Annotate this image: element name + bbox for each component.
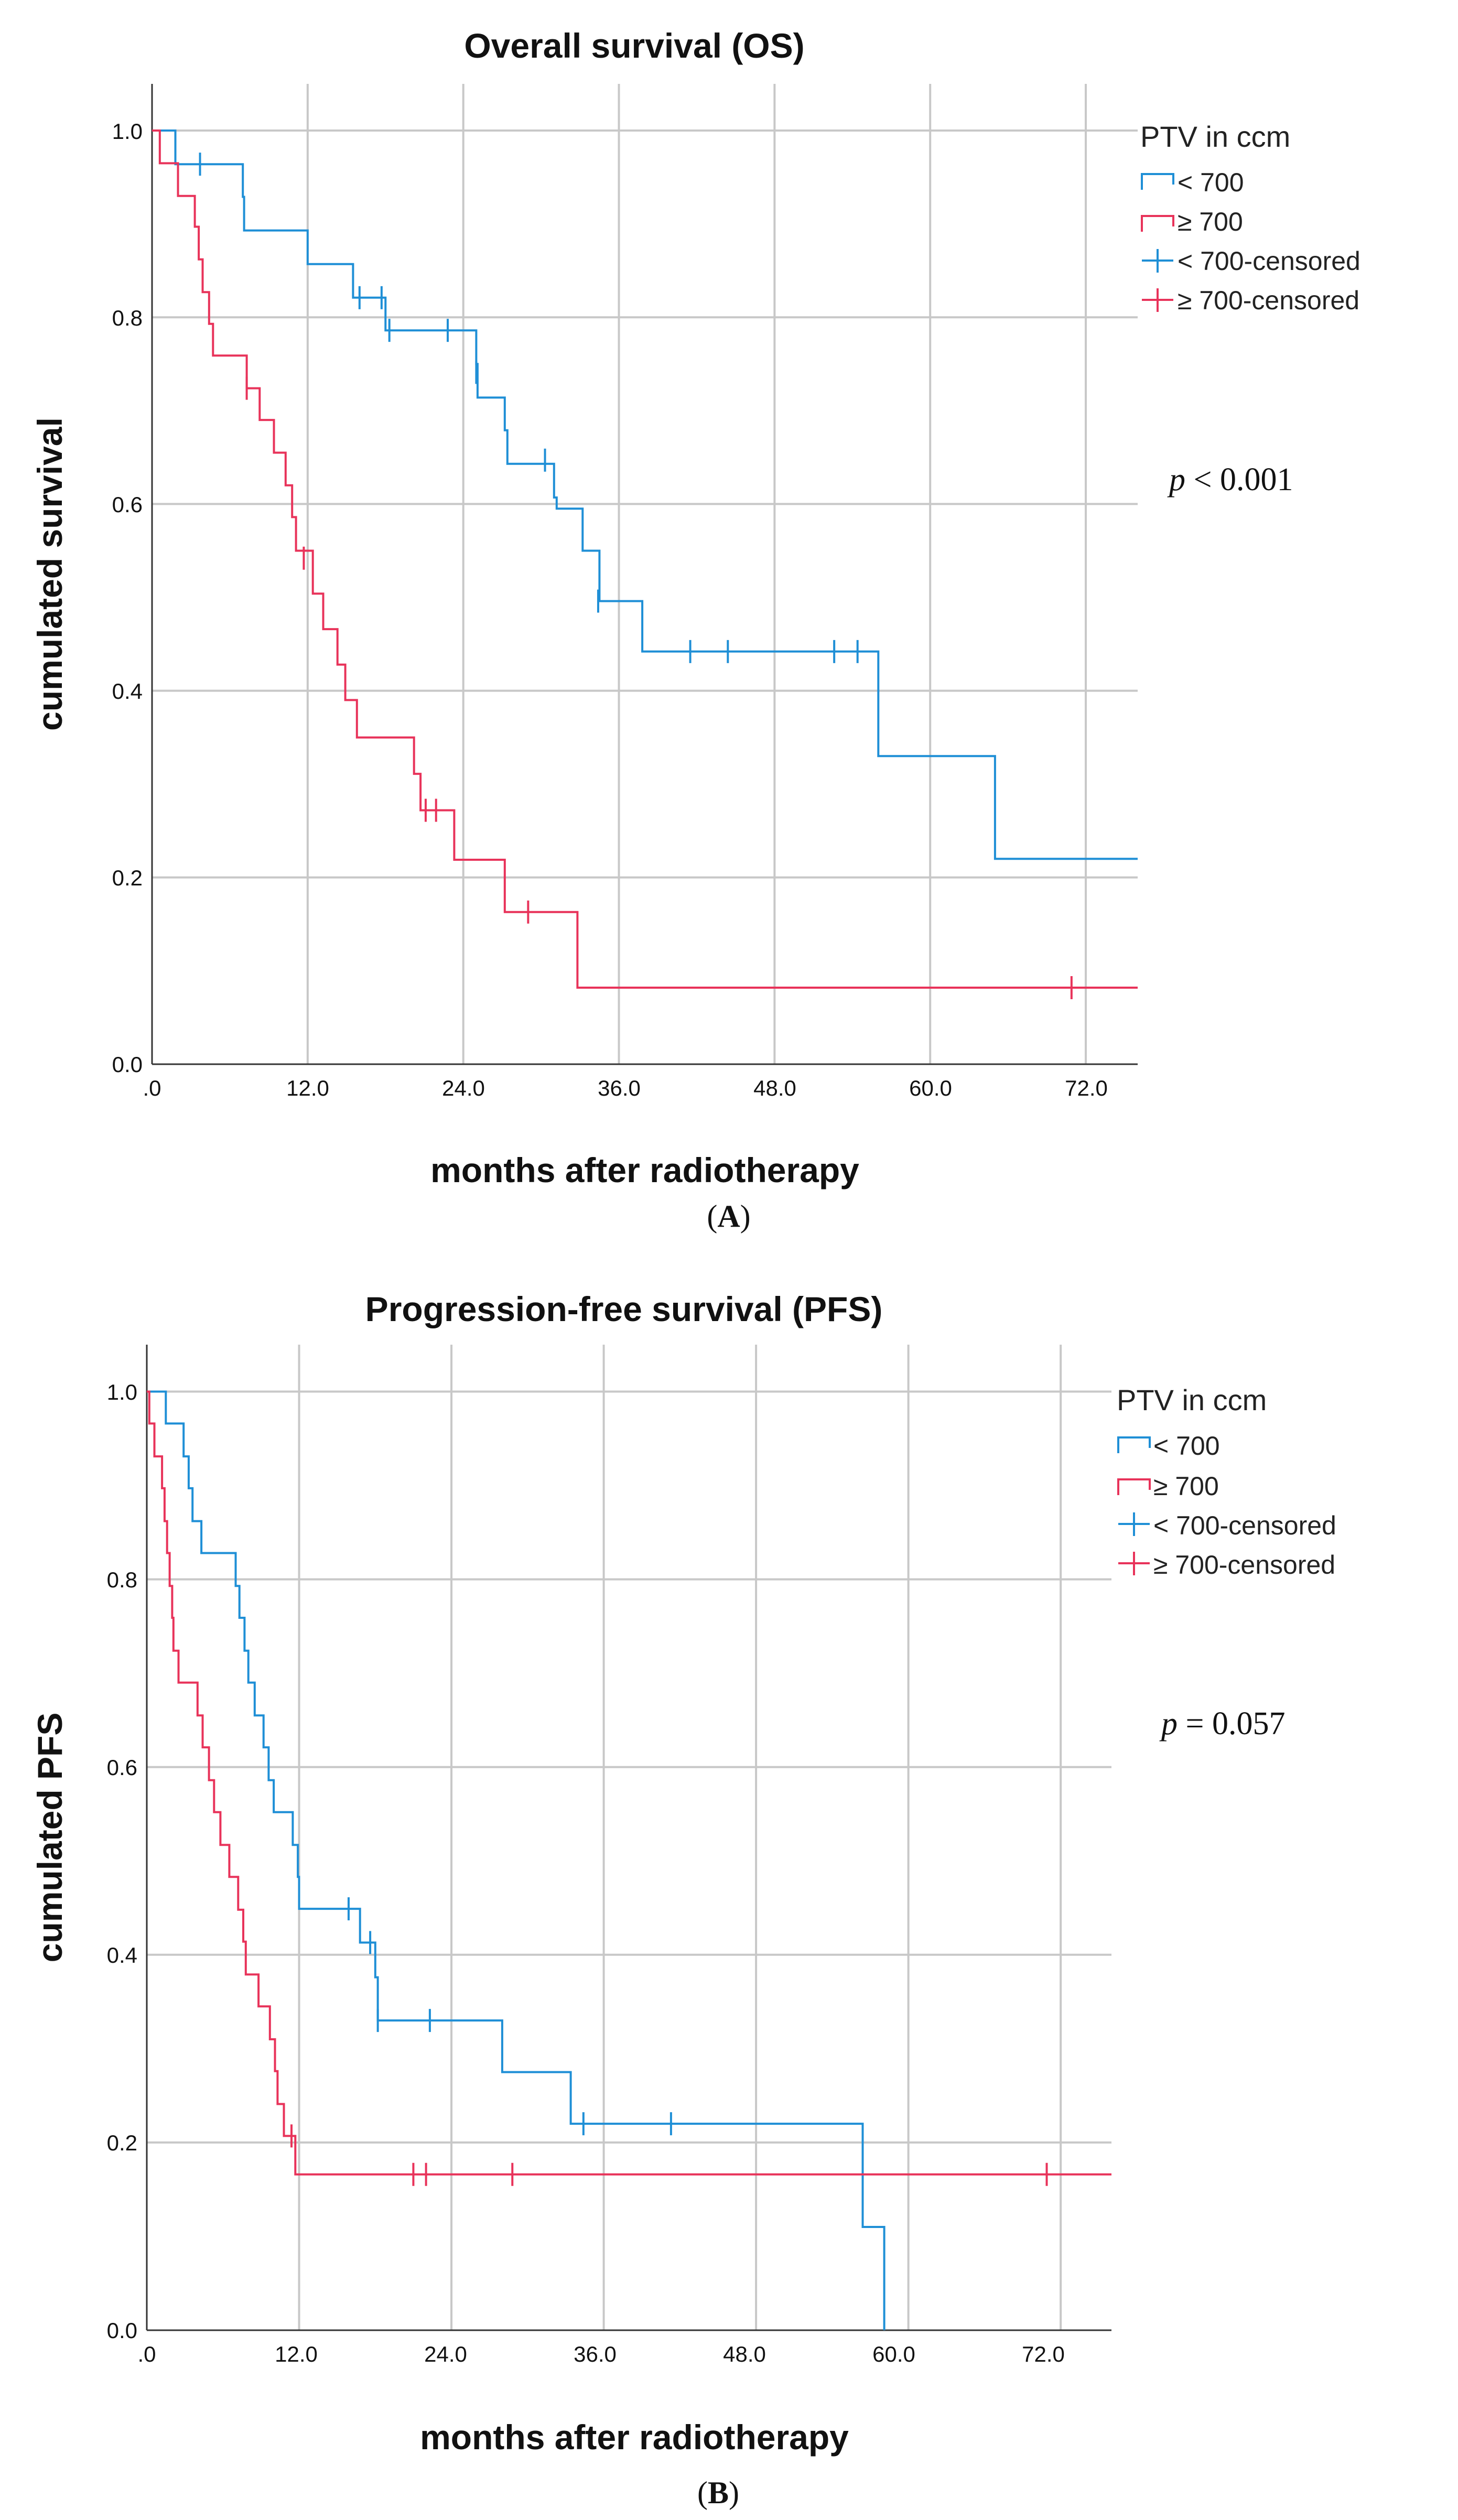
legend-label: ≥ 700 bbox=[1178, 207, 1243, 236]
plot-area bbox=[147, 1345, 1111, 2330]
y-tick-label: 0.8 bbox=[112, 306, 143, 330]
chart-title: Overall survival (OS) bbox=[464, 26, 804, 65]
y-tick-label: 1.0 bbox=[112, 119, 143, 144]
grid bbox=[152, 84, 1138, 1064]
y-tick-label: 0.4 bbox=[107, 1943, 137, 1967]
chart-title: Progression-free survival (PFS) bbox=[365, 1290, 883, 1328]
series-lt700 bbox=[147, 1390, 885, 2330]
x-tick-label: 60.0 bbox=[872, 2342, 915, 2366]
y-tick-label: 0.0 bbox=[107, 2318, 137, 2343]
p-value-annotation: p < 0.001 bbox=[1167, 462, 1293, 497]
p-value: < 0.001 bbox=[1185, 462, 1293, 497]
panel-label-a: (A) bbox=[707, 1199, 750, 1234]
x-tick-label: 48.0 bbox=[753, 1076, 796, 1100]
survival-curve-ge700 bbox=[152, 129, 1138, 989]
x-tick-label: 72.0 bbox=[1065, 1076, 1108, 1100]
x-tick-label: 60.0 bbox=[909, 1076, 952, 1100]
y-tick-label: 0.6 bbox=[112, 492, 143, 517]
p-symbol: p bbox=[1159, 1706, 1178, 1742]
plot-area bbox=[152, 84, 1138, 1064]
x-tick-label: 24.0 bbox=[424, 2342, 467, 2366]
chart-os: Overall survival (OS) .0 12.0 24.0 36.0 … bbox=[30, 26, 1360, 1189]
p-value: = 0.057 bbox=[1178, 1706, 1285, 1742]
x-tick-label: 36.0 bbox=[574, 2342, 617, 2366]
legend-swatch-lt700-censored bbox=[1118, 1512, 1150, 1536]
y-tick-label: 0.0 bbox=[112, 1052, 143, 1077]
legend-swatch-ge700 bbox=[1117, 1478, 1151, 1495]
legend-swatch-ge700-censored bbox=[1118, 1552, 1150, 1575]
legend-label: ≥ 700 bbox=[1153, 1472, 1219, 1501]
pfs-curve-ge700 bbox=[147, 1390, 1111, 2176]
x-tick-label: .0 bbox=[143, 1076, 161, 1100]
legend-swatch-lt700 bbox=[1141, 173, 1174, 190]
x-tick-label: 12.0 bbox=[286, 1076, 329, 1100]
survival-curve-lt700 bbox=[152, 129, 1138, 860]
x-tick-label: 72.0 bbox=[1022, 2342, 1065, 2366]
legend-swatch-lt700-censored bbox=[1142, 249, 1173, 273]
x-tick-label: 36.0 bbox=[598, 1076, 641, 1100]
y-tick-label: 0.8 bbox=[107, 1567, 137, 1592]
panel-letter: A bbox=[717, 1199, 740, 1234]
censor-marks-lt700 bbox=[199, 153, 859, 663]
chart-pfs: Progression-free survival (PFS) .0 12.0 … bbox=[30, 1290, 1336, 2457]
legend-title: PTV in ccm bbox=[1140, 120, 1290, 153]
y-axis-label: cumulated PFS bbox=[30, 1713, 69, 1963]
p-symbol: p bbox=[1167, 462, 1185, 497]
x-tick-label: .0 bbox=[137, 2342, 156, 2366]
x-axis-label: months after radiotherapy bbox=[420, 2418, 849, 2457]
grid bbox=[147, 1345, 1111, 2330]
panel-letter: B bbox=[708, 2475, 729, 2510]
series-lt700 bbox=[152, 129, 1138, 860]
y-tick-label: 0.6 bbox=[107, 1755, 137, 1780]
legend-label: < 700-censored bbox=[1178, 246, 1360, 276]
panel-label-b: (B) bbox=[697, 2475, 739, 2510]
legend-label: ≥ 700-censored bbox=[1178, 286, 1359, 315]
legend-label: ≥ 700-censored bbox=[1153, 1550, 1335, 1580]
series-ge700 bbox=[152, 129, 1138, 999]
y-axis-label: cumulated survival bbox=[30, 417, 69, 731]
y-tick-label: 0.4 bbox=[112, 679, 143, 704]
legend-swatch-ge700-censored bbox=[1142, 288, 1173, 312]
x-tick-label: 12.0 bbox=[275, 2342, 318, 2366]
pfs-curve-lt700 bbox=[147, 1390, 885, 2330]
legend: PTV in ccm < 700 ≥ 700 < 700-censored ≥ … bbox=[1140, 120, 1360, 315]
legend-label: < 700 bbox=[1153, 1431, 1220, 1461]
legend-label: < 700-censored bbox=[1153, 1511, 1336, 1540]
x-tick-label: 24.0 bbox=[442, 1076, 485, 1100]
legend-label: < 700 bbox=[1178, 168, 1244, 197]
censor-marks-ge700 bbox=[290, 2124, 1048, 2186]
legend-title: PTV in ccm bbox=[1117, 1383, 1267, 1416]
legend-swatch-ge700 bbox=[1141, 215, 1174, 232]
p-value-annotation: p = 0.057 bbox=[1159, 1706, 1285, 1742]
y-tick-label: 1.0 bbox=[107, 1380, 137, 1404]
legend-swatch-lt700 bbox=[1117, 1436, 1151, 1453]
censor-marks-lt700 bbox=[347, 1897, 672, 2136]
legend: PTV in ccm < 700 ≥ 700 < 700-censored ≥ … bbox=[1117, 1383, 1336, 1580]
x-axis-label: months after radiotherapy bbox=[430, 1151, 859, 1189]
y-tick-label: 0.2 bbox=[107, 2130, 137, 2155]
series-ge700 bbox=[147, 1390, 1111, 2186]
y-tick-label: 0.2 bbox=[112, 866, 143, 890]
censor-marks-ge700 bbox=[245, 376, 1073, 999]
x-tick-label: 48.0 bbox=[723, 2342, 766, 2366]
